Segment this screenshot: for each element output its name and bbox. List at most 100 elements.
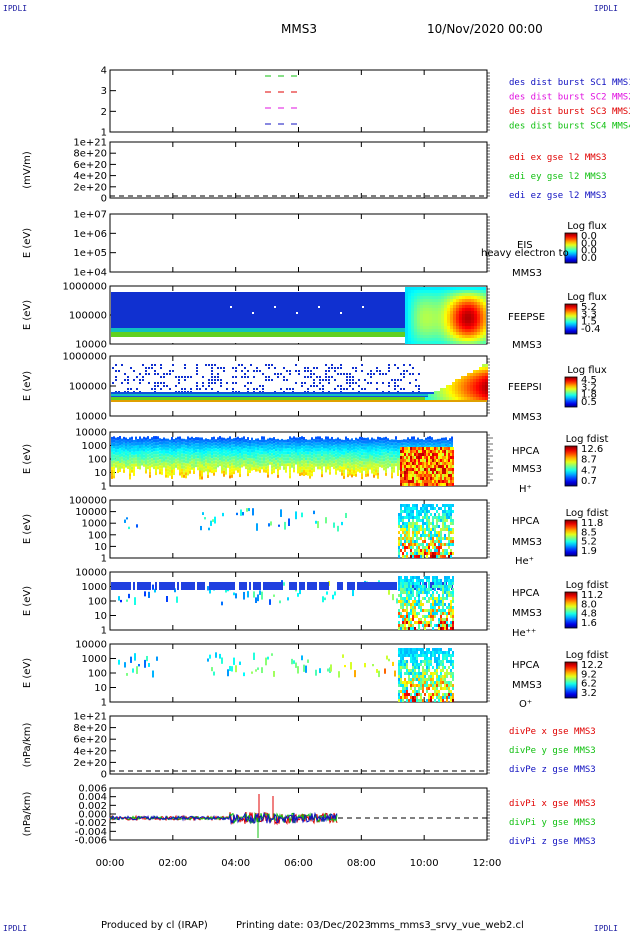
p5-spectrum-cell — [458, 397, 461, 400]
p7-spectrum-cell — [446, 519, 448, 522]
p8-spectrum-cell — [418, 606, 420, 609]
p8-spectrum-cell — [444, 627, 446, 630]
p7-spectrum-cell — [440, 516, 442, 519]
p8-spectrum-cell — [434, 579, 436, 582]
p6-spectrum-cell — [229, 436, 231, 440]
p6-spectrum-cell — [406, 453, 408, 456]
p6-spectrum-cell — [429, 436, 431, 440]
p8-spectrum-cell — [434, 576, 436, 579]
p7-spectrum-cell — [434, 552, 436, 555]
p6-spectrum-cell — [343, 454, 345, 458]
p7-spectrum-cell — [406, 510, 408, 513]
p6-spectrum-cell — [295, 437, 297, 441]
p7-spectrum-cell — [446, 543, 448, 546]
p3-ylabel: E (eV) — [22, 228, 33, 258]
p8-spectrum-cell — [450, 585, 452, 588]
p5-spectrum-dot — [151, 367, 153, 369]
p4-spectrum-cell — [426, 335, 429, 338]
p7-spectrum-cell — [398, 513, 400, 516]
p4-spectrum-cell — [429, 338, 432, 341]
p7-spectrum-cell — [438, 519, 440, 522]
p7-spectrum-cell — [434, 507, 436, 510]
p6-spectrum-cell — [429, 439, 431, 443]
p4-spectrum-cell — [417, 290, 420, 293]
p4-spectrum-cell — [465, 335, 468, 338]
p6-spectrum-cell — [141, 438, 143, 442]
p6-spectrum-cell — [303, 437, 305, 441]
p6-spectrum-cell — [281, 450, 283, 454]
p6-spectrum-cell — [263, 460, 265, 464]
p6-spectrum-cell — [209, 460, 211, 464]
p6-spectrum-cell — [383, 452, 385, 456]
p6-spectrum-cell — [147, 442, 149, 446]
p8-spectrum-cell — [410, 621, 412, 624]
p8-spectrum-cell — [450, 612, 452, 615]
p8-spectrum-cell — [341, 582, 343, 590]
p6-spectrum-cell — [373, 444, 375, 448]
p6-spectrum-cell — [197, 464, 199, 468]
p6-spectrum-cell — [400, 465, 402, 468]
p6-spectrum-cell — [233, 441, 235, 445]
p6-spectrum-cell — [133, 460, 135, 464]
p6-spectrum-cell — [329, 468, 331, 472]
p6-spectrum-cell — [448, 474, 450, 477]
p5-spectrum-cell — [476, 373, 479, 376]
corner-label-br: IPDLI — [593, 924, 618, 933]
p7-spectrum-cell — [424, 516, 426, 519]
p5-spectrum-cell — [458, 382, 461, 385]
p9-spectrum-cell — [273, 670, 275, 677]
p6-spectrum-cell — [187, 442, 189, 446]
p8-spectrum-cell — [400, 594, 402, 597]
p8-spectrum-cell — [450, 600, 452, 603]
p8-spectrum-cell — [438, 603, 440, 606]
p8-spectrum-cell — [424, 597, 426, 600]
p8-ytick-label: 10000 — [75, 568, 107, 579]
p8-spectrum-cell — [420, 606, 422, 609]
p7-spectrum-cell — [410, 543, 412, 546]
p6-spectrum-cell — [414, 462, 416, 465]
p6-spectrum-cell — [393, 454, 395, 458]
p4-spectrum-cell — [474, 323, 477, 326]
p5-spectrum-dot — [415, 385, 417, 387]
p6-spectrum-cell — [123, 436, 125, 440]
p9-spectrum-cell — [126, 673, 128, 676]
p4-cb-title: Log flux — [567, 292, 607, 303]
p6-spectrum-cell — [171, 475, 173, 479]
p6-spectrum-cell — [429, 445, 431, 449]
p7-spectrum-cell — [432, 546, 434, 549]
p6-spectrum-cell — [241, 455, 243, 459]
p6-spectrum-cell — [355, 461, 357, 465]
p7-spectrum-cell — [432, 519, 434, 522]
p6-spectrum-cell — [442, 453, 444, 456]
p6-spectrum-cell — [373, 447, 375, 451]
p6-spectrum-cell — [169, 439, 171, 443]
p6-spectrum-cell — [395, 448, 397, 452]
p6-ytick-label: 10000 — [75, 428, 107, 439]
p4-spectrum-cell — [450, 296, 453, 299]
p8-spectrum-cell — [428, 591, 430, 594]
p6-spectrum-cell — [440, 447, 442, 450]
p6-spectrum-cell — [349, 463, 351, 467]
p8-spectrum-cell — [448, 594, 450, 597]
p8-spectrum-cell — [352, 589, 354, 597]
p9-spectrum-cell — [271, 653, 273, 656]
p7-spectrum-cell — [434, 546, 436, 549]
p4-spectrum-cell — [474, 299, 477, 302]
p4-spectrum-cell — [417, 335, 420, 338]
p8-spectrum-cell — [428, 600, 430, 603]
p6-spectrum-cell — [313, 465, 315, 469]
p6-spectrum-cell — [430, 471, 432, 474]
p6-spectrum-cell — [393, 448, 395, 452]
p8-spectrum-cell — [171, 582, 173, 590]
p6-spectrum-cell — [131, 436, 133, 440]
p5-spectrum-dot — [181, 376, 183, 378]
p9-spectrum-cell — [118, 659, 120, 665]
p6-spectrum-cell — [442, 465, 444, 468]
p5-spectrum-dot — [286, 370, 288, 372]
p4-spectrum-cell — [414, 323, 417, 326]
p6-spectrum-cell — [428, 450, 430, 453]
p6-spectrum-cell — [199, 452, 201, 456]
p4-spectrum-cell — [441, 314, 444, 317]
p4-spectrum-cell — [405, 329, 408, 332]
p6-spectrum-cell — [428, 480, 430, 483]
